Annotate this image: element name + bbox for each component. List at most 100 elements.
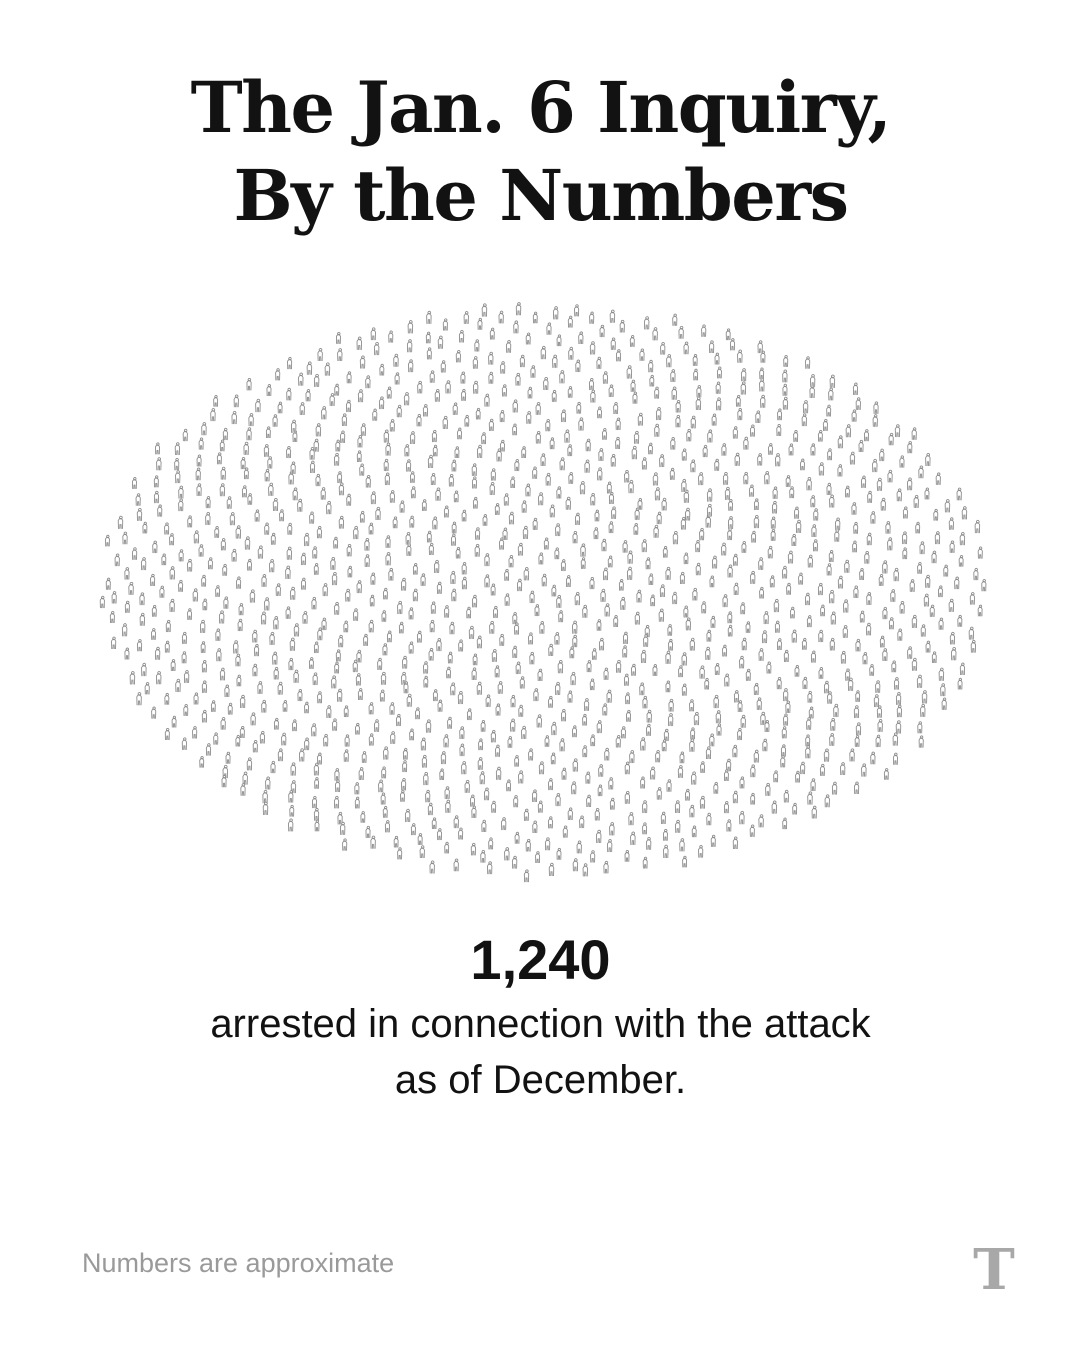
- person-figure: [429, 370, 435, 383]
- person-figure: [355, 673, 361, 686]
- person-figure: [548, 862, 555, 877]
- person-figure: [499, 439, 505, 452]
- person-figure: [656, 787, 662, 800]
- person-figure: [970, 639, 976, 653]
- person-figure: [383, 588, 388, 600]
- person-figure: [420, 573, 426, 586]
- person-figure: [774, 620, 780, 633]
- person-figure: [499, 537, 505, 550]
- person-figure: [225, 751, 231, 764]
- person-figure: [913, 494, 919, 508]
- person-figure: [790, 606, 795, 619]
- person-figure: [732, 790, 738, 804]
- person-figure: [229, 512, 236, 526]
- person-figure: [380, 671, 387, 685]
- person-figure: [728, 499, 734, 511]
- person-figure: [530, 365, 536, 378]
- person-figure: [722, 472, 729, 485]
- person-figure: [590, 389, 596, 403]
- person-figure: [471, 667, 477, 680]
- person-figure: [737, 728, 743, 741]
- person-figure: [588, 378, 594, 390]
- person-figure: [615, 436, 621, 450]
- person-figure: [196, 454, 202, 467]
- person-figure: [315, 423, 322, 437]
- person-figure: [977, 546, 983, 559]
- person-figure: [674, 800, 681, 814]
- person-figure: [810, 443, 816, 456]
- person-figure: [533, 688, 539, 702]
- person-figure: [488, 837, 494, 850]
- person-figure: [973, 567, 979, 581]
- person-figure: [340, 430, 346, 443]
- person-figure: [489, 620, 495, 634]
- person-figure: [601, 538, 607, 552]
- person-figure: [461, 388, 467, 401]
- person-figure: [689, 738, 695, 752]
- person-figure: [266, 384, 272, 397]
- person-figure: [690, 727, 696, 740]
- person-figure: [672, 530, 679, 545]
- person-figure: [314, 819, 320, 832]
- person-figure: [678, 665, 684, 678]
- person-figure: [359, 463, 365, 476]
- person-figure: [512, 399, 518, 413]
- nyt-logo-icon: T: [973, 1237, 1015, 1303]
- person-figure: [313, 438, 319, 452]
- person-figure: [570, 671, 576, 686]
- person-figure: [509, 718, 516, 732]
- person-figure: [431, 429, 437, 443]
- person-figure: [696, 385, 702, 398]
- person-figure: [750, 792, 756, 805]
- person-figure: [219, 439, 225, 452]
- person-figure: [723, 769, 729, 782]
- person-figure: [275, 368, 281, 381]
- person-figure: [470, 842, 476, 856]
- person-figure: [704, 677, 710, 690]
- person-figure: [859, 568, 865, 581]
- person-figure: [853, 781, 860, 795]
- person-figure: [131, 477, 137, 489]
- person-figure: [872, 414, 878, 427]
- person-figure: [555, 793, 561, 807]
- person-figure: [582, 713, 588, 726]
- person-figure: [360, 423, 366, 436]
- person-figure: [475, 407, 481, 420]
- person-figure: [792, 802, 798, 815]
- person-figure: [499, 410, 505, 423]
- person-figure: [336, 688, 343, 702]
- person-figure: [760, 710, 766, 726]
- person-figure: [453, 858, 459, 872]
- person-figure: [417, 380, 423, 394]
- person-figure: [683, 489, 690, 503]
- person-figure: [630, 379, 636, 392]
- person-figure: [449, 621, 455, 635]
- person-figure: [695, 562, 701, 576]
- person-figure: [192, 725, 198, 739]
- person-figure: [346, 543, 352, 557]
- person-figure: [817, 582, 824, 596]
- person-figure: [408, 607, 414, 620]
- person-figure: [950, 647, 957, 661]
- person-figure: [521, 500, 527, 513]
- person-figure: [628, 812, 634, 826]
- person-figure: [437, 828, 442, 841]
- person-figure: [481, 819, 487, 833]
- person-figure: [855, 397, 861, 410]
- person-figure: [481, 303, 488, 317]
- person-figure: [582, 745, 588, 758]
- person-figure: [257, 545, 264, 559]
- person-figure: [695, 396, 702, 411]
- person-figure: [640, 776, 646, 789]
- person-figure: [672, 313, 678, 326]
- person-figure: [420, 737, 427, 751]
- person-figure: [174, 458, 180, 471]
- person-figure: [455, 350, 461, 363]
- person-figure: [771, 800, 778, 814]
- person-figure: [339, 821, 346, 835]
- person-figure: [518, 770, 524, 784]
- person-figure: [508, 511, 515, 525]
- person-figure: [216, 648, 222, 662]
- person-figure: [423, 772, 429, 786]
- person-figure: [290, 419, 297, 433]
